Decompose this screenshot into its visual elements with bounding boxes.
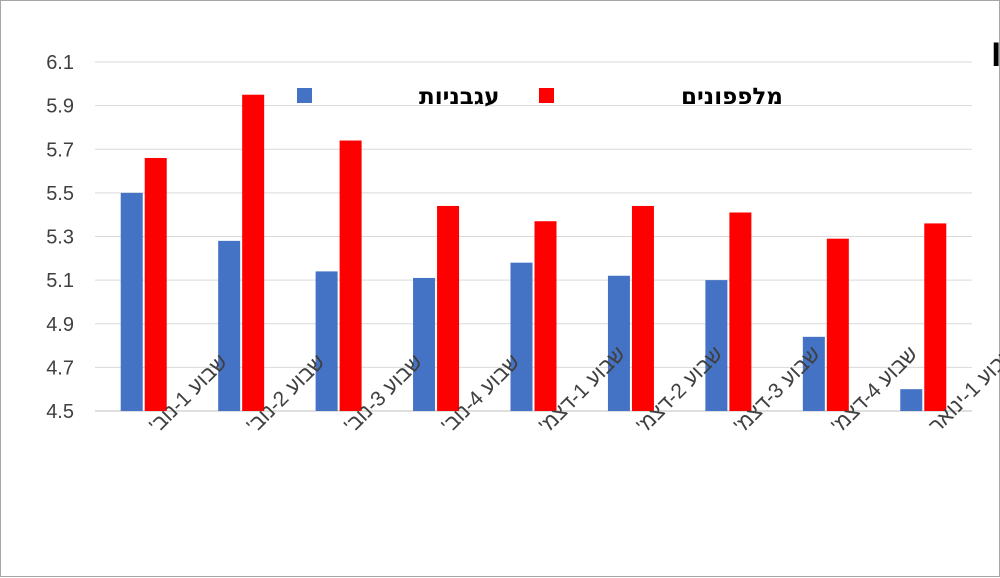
legend-label: עגבניות: [419, 84, 499, 110]
bar-cucumbers-5: [534, 221, 557, 411]
bar-tomatoes-3: [315, 271, 338, 411]
y-tick-label: 5.1: [46, 270, 74, 292]
y-tick-label: 4.7: [46, 357, 74, 379]
bar-tomatoes-9: [900, 389, 923, 411]
bar-cucumbers-4: [437, 205, 460, 411]
chart-title: מחירי עגבניות ומלפפונים ממוצע משוקלל לצר…: [991, 32, 1000, 67]
bar-cucumbers-1: [144, 157, 167, 411]
y-axis-tick-labels: 4.5 4.7 4.9 5.1 5.3 5.5 5.7 5.9 6.1: [46, 52, 74, 423]
bar-cucumbers-9: [924, 223, 947, 411]
bar-tomatoes-4: [413, 277, 436, 411]
bar-tomatoes-5: [510, 262, 533, 411]
y-tick-label: 4.9: [46, 314, 74, 336]
bar-tomatoes-7: [705, 280, 728, 411]
bar-tomatoes-8: [802, 336, 825, 411]
bar-cucumbers-3: [339, 140, 362, 411]
bar-tomatoes-2: [218, 240, 241, 411]
y-tick-label: 6.1: [46, 52, 74, 74]
y-tick-label: 5.5: [46, 183, 74, 205]
legend-swatch: [539, 88, 554, 103]
y-tick-label: 5.7: [46, 139, 74, 161]
bar-cucumbers-8: [826, 238, 849, 411]
x-axis-category-labels: שבוע 1-נוב'שבוע 2-נוב'שבוע 3-נוב'שבוע 4-…: [145, 341, 1000, 438]
bar-cucumbers-7: [729, 212, 752, 411]
bars: [120, 94, 947, 411]
legend-label: מלפפונים: [681, 84, 783, 110]
gridlines: [95, 61, 972, 412]
bar-cucumbers-2: [242, 94, 265, 411]
y-tick-label: 5.3: [46, 227, 74, 249]
bar-tomatoes-6: [607, 275, 630, 411]
bar-tomatoes-1: [120, 192, 143, 411]
legend-swatch: [297, 88, 312, 103]
bar-cucumbers-6: [631, 205, 654, 411]
y-tick-label: 4.5: [46, 401, 74, 423]
y-tick-label: 5.9: [46, 96, 74, 118]
legend: עגבניות מלפפונים: [297, 84, 783, 110]
